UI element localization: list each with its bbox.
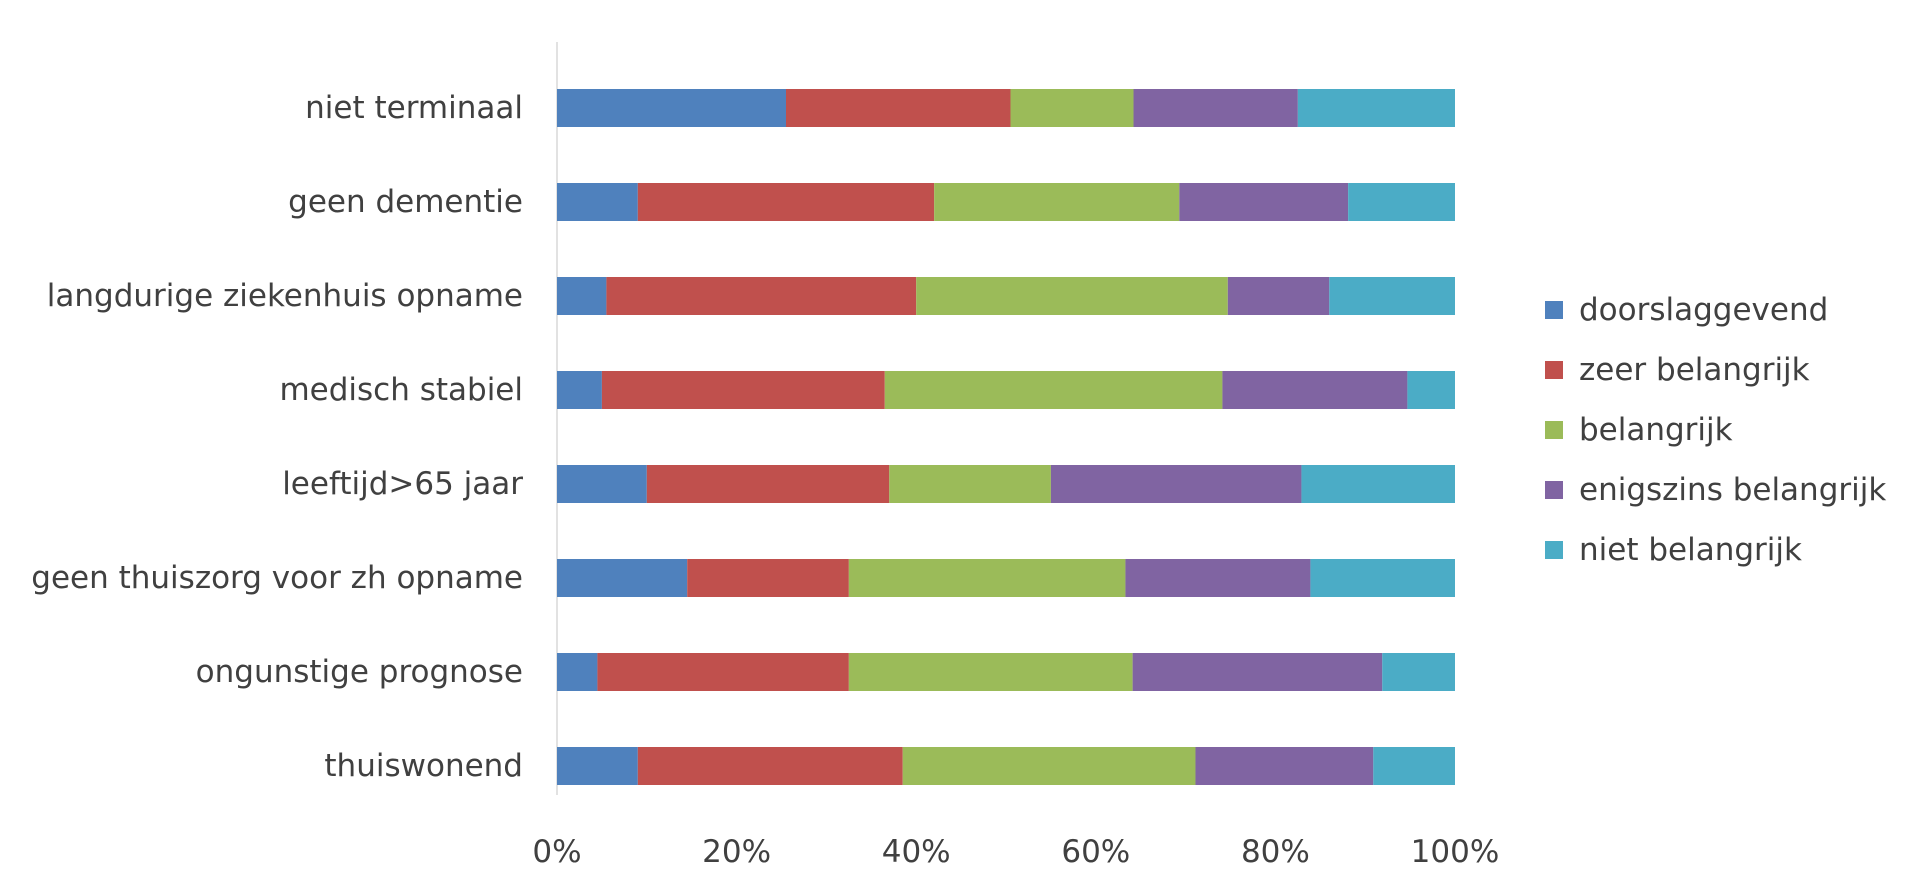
legend-item: doorslaggevend xyxy=(1545,280,1905,340)
legend-label: enigszins belangrijk xyxy=(1579,472,1887,508)
legend-item: zeer belangrijk xyxy=(1545,340,1905,400)
category-label: thuiswonend xyxy=(324,748,523,784)
bar-segment xyxy=(1329,277,1455,315)
bar-segment xyxy=(1373,747,1455,785)
x-tick-label: 20% xyxy=(702,834,771,870)
bar-segment xyxy=(1179,183,1349,221)
bar-segment xyxy=(1227,277,1330,315)
bar-segment xyxy=(1348,183,1455,221)
bar-segment xyxy=(884,371,1223,409)
bar-segment xyxy=(606,277,917,315)
category-label: geen dementie xyxy=(288,184,523,220)
bar-segment xyxy=(848,653,1133,691)
category-label: langdurige ziekenhuis opname xyxy=(47,278,523,314)
legend-item: enigszins belangrijk xyxy=(1545,460,1905,520)
bar-segment xyxy=(597,653,849,691)
bar-segment xyxy=(1297,89,1455,127)
bar-segment xyxy=(916,277,1228,315)
bar-segment xyxy=(1050,465,1302,503)
bar-segment xyxy=(557,465,647,503)
legend-swatch xyxy=(1545,301,1563,319)
x-tick-label: 0% xyxy=(532,834,581,870)
bar-segment xyxy=(637,183,935,221)
bar-segment xyxy=(1310,559,1455,597)
bar-segment xyxy=(557,653,598,691)
bar-segment xyxy=(1125,559,1311,597)
bar-segment xyxy=(646,465,890,503)
bar-segment xyxy=(1301,465,1455,503)
chart-legend: doorslaggevend zeer belangrijk belangrijk e… xyxy=(1545,280,1905,580)
legend-item: belangrijk xyxy=(1545,400,1905,460)
legend-swatch xyxy=(1545,481,1563,499)
legend-label: belangrijk xyxy=(1579,412,1733,448)
bar-segment xyxy=(637,747,903,785)
bar-segment xyxy=(889,465,1051,503)
bar-segment xyxy=(557,747,638,785)
bar-segment xyxy=(1382,653,1455,691)
legend-label: doorslaggevend xyxy=(1579,292,1829,328)
legend-swatch xyxy=(1545,361,1563,379)
bar-segment xyxy=(848,559,1126,597)
bar-segment xyxy=(1195,747,1374,785)
bar-segment xyxy=(557,277,607,315)
bar-segment xyxy=(687,559,849,597)
category-label: medisch stabiel xyxy=(279,372,523,408)
bar-segment xyxy=(557,371,602,409)
legend-label: zeer belangrijk xyxy=(1579,352,1810,388)
category-label: leeftijd>65 jaar xyxy=(282,466,523,502)
legend-item: niet belangrijk xyxy=(1545,520,1905,580)
bar-segment xyxy=(557,89,786,127)
bar-segment xyxy=(557,183,638,221)
x-tick-label: 80% xyxy=(1241,834,1310,870)
bar-segment xyxy=(557,559,688,597)
bar-segment xyxy=(601,371,885,409)
category-label: geen thuiszorg voor zh opname xyxy=(31,560,523,596)
x-tick-label: 40% xyxy=(882,834,951,870)
legend-swatch xyxy=(1545,541,1563,559)
category-label: ongunstige prognose xyxy=(196,654,523,690)
bar-segment xyxy=(785,89,1011,127)
bar-segment xyxy=(1133,89,1298,127)
bar-segment xyxy=(1407,371,1455,409)
bar-segment xyxy=(902,747,1196,785)
category-label: niet terminaal xyxy=(305,90,523,126)
bar-segment xyxy=(1222,371,1408,409)
legend-label: niet belangrijk xyxy=(1579,532,1802,568)
x-tick-label: 100% xyxy=(1411,834,1500,870)
bar-segment xyxy=(1132,653,1383,691)
x-tick-label: 60% xyxy=(1061,834,1130,870)
legend-swatch xyxy=(1545,421,1563,439)
bar-segment xyxy=(1010,89,1134,127)
bar-segment xyxy=(934,183,1180,221)
